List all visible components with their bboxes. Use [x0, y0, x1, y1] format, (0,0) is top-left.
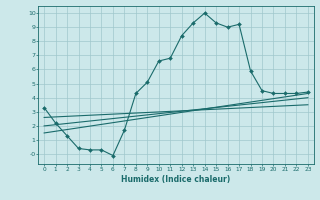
- X-axis label: Humidex (Indice chaleur): Humidex (Indice chaleur): [121, 175, 231, 184]
